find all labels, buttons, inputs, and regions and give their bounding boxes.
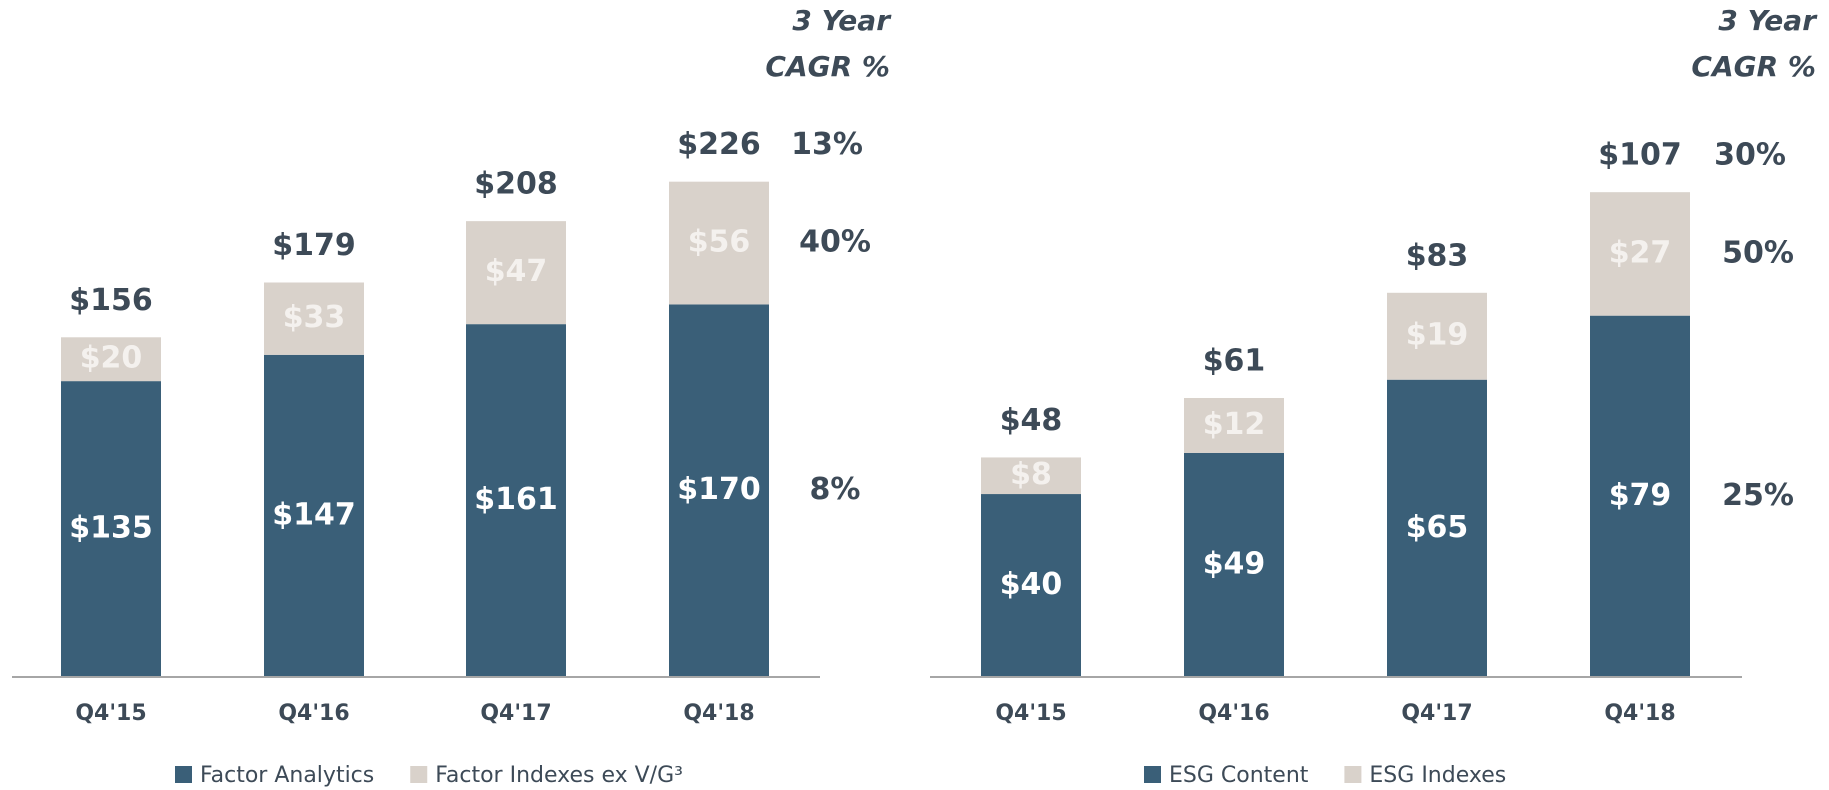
total-label: $48 [1000, 403, 1063, 438]
bar-segment [1184, 397, 1284, 453]
value-label: $147 [272, 497, 356, 532]
bar-segment [466, 221, 566, 325]
total-label: $208 [474, 167, 558, 202]
total-label: $61 [1203, 343, 1266, 378]
value-label: $19 [1406, 318, 1469, 353]
bar-segment [61, 381, 161, 677]
bar-segment [981, 457, 1081, 495]
value-label: $161 [474, 482, 558, 517]
value-label: $8 [1010, 457, 1052, 492]
value-label: $65 [1406, 510, 1469, 545]
total-label: $156 [69, 283, 153, 318]
total-label: $179 [272, 228, 356, 263]
value-label: $40 [1000, 567, 1063, 602]
value-label: $49 [1203, 546, 1266, 581]
x-tick-label: Q4'17 [480, 701, 551, 726]
cagr-header: CAGR % [1691, 50, 1816, 83]
bar-segment [1387, 292, 1487, 380]
cagr-header: 3 Year [792, 4, 892, 37]
bar-segment [1590, 192, 1690, 316]
legend-swatch [1344, 766, 1362, 783]
cagr-label: 50% [1722, 235, 1794, 270]
bar-segment [61, 337, 161, 382]
total-label: $226 [677, 127, 761, 162]
value-label: $79 [1609, 478, 1672, 513]
x-tick-label: Q4'17 [1401, 701, 1472, 726]
legend-label: Factor Analytics [200, 763, 374, 788]
legend-label: ESG Indexes [1369, 763, 1506, 788]
bar-segment [669, 181, 769, 305]
bar-segment [466, 324, 566, 677]
cagr-header: 3 Year [1718, 4, 1818, 37]
bar-segment [1590, 315, 1690, 677]
x-tick-label: Q4'15 [75, 701, 146, 726]
legend-label: ESG Content [1169, 763, 1309, 788]
legend-label: Factor Indexes ex V/G³ [435, 763, 683, 788]
total-label: $83 [1406, 238, 1469, 273]
value-label: $20 [80, 341, 143, 376]
bar-segment [264, 354, 364, 677]
x-tick-label: Q4'18 [1604, 701, 1675, 726]
bar-segment [1387, 379, 1487, 677]
value-label: $56 [688, 225, 751, 260]
value-label: $27 [1609, 235, 1672, 270]
legend-swatch [1144, 766, 1161, 783]
value-label: $33 [283, 300, 346, 335]
cagr-label: 25% [1722, 478, 1794, 513]
bar-segment [981, 494, 1081, 677]
value-label: $47 [485, 254, 548, 289]
cagr-label: 40% [799, 225, 871, 260]
cagr-header: CAGR % [765, 50, 890, 83]
legend-swatch [410, 766, 428, 783]
value-label: $135 [69, 511, 153, 546]
x-tick-label: Q4'16 [1198, 701, 1269, 726]
total-label: $107 [1598, 138, 1682, 173]
bar-segment [1184, 452, 1284, 677]
bar-segment [264, 282, 364, 355]
cagr-label: 8% [810, 472, 861, 507]
value-label: $12 [1203, 407, 1266, 442]
legend-swatch [175, 766, 192, 783]
value-label: $170 [677, 472, 761, 507]
bar-segment [669, 304, 769, 677]
cagr-label: 30% [1714, 138, 1786, 173]
cagr-label: 13% [791, 127, 863, 162]
x-tick-label: Q4'16 [278, 701, 349, 726]
x-tick-label: Q4'15 [995, 701, 1066, 726]
x-tick-label: Q4'18 [683, 701, 754, 726]
